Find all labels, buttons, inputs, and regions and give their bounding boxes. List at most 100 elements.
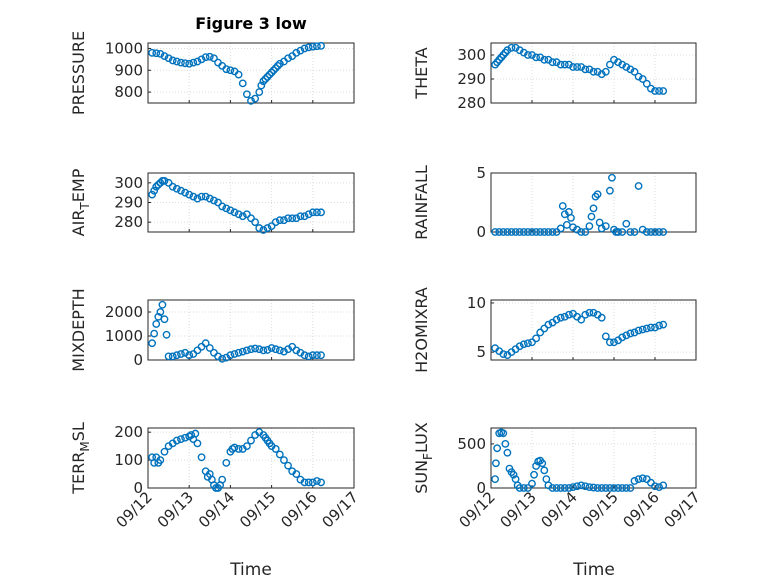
data-point bbox=[589, 483, 598, 492]
data-point bbox=[548, 484, 557, 492]
data-point bbox=[515, 484, 524, 492]
data-point bbox=[577, 315, 586, 324]
y-tick-label: 10 bbox=[467, 294, 486, 312]
data-point bbox=[601, 67, 610, 76]
data-point bbox=[210, 348, 218, 357]
data-point bbox=[251, 218, 260, 227]
x-tick-label: 09/13 bbox=[154, 488, 197, 531]
data-point bbox=[172, 436, 181, 445]
axes-box bbox=[147, 299, 355, 361]
data-point bbox=[238, 212, 247, 221]
data-point bbox=[255, 88, 264, 96]
data-point bbox=[589, 308, 598, 317]
data-point bbox=[589, 204, 598, 213]
data-point bbox=[308, 351, 317, 360]
data-point bbox=[152, 320, 161, 328]
data-point bbox=[659, 228, 668, 236]
data-point bbox=[308, 208, 317, 217]
data-point bbox=[197, 453, 206, 462]
data-point bbox=[214, 198, 222, 207]
data-point bbox=[189, 350, 198, 358]
y-tick-label: 1000 bbox=[105, 327, 143, 345]
y-axis-label: THETA bbox=[412, 47, 431, 99]
data-point bbox=[540, 55, 549, 64]
data-point bbox=[177, 186, 185, 195]
data-point bbox=[234, 348, 243, 357]
data-point bbox=[317, 351, 325, 360]
data-point bbox=[263, 72, 272, 81]
data-point bbox=[573, 63, 581, 71]
y-axis-label-subscript: F bbox=[421, 453, 435, 460]
data-point bbox=[205, 194, 214, 203]
data-point bbox=[519, 340, 528, 349]
data-point bbox=[156, 50, 165, 58]
data-point bbox=[638, 75, 647, 83]
data-point bbox=[585, 222, 594, 231]
data-point bbox=[193, 57, 202, 66]
data-point bbox=[230, 208, 239, 217]
data-point bbox=[267, 222, 276, 231]
y-axis-label-part: LUX bbox=[412, 422, 431, 453]
data-point bbox=[577, 228, 586, 236]
data-point bbox=[647, 228, 655, 236]
data-point bbox=[519, 484, 528, 492]
subplot-pressure: 800 900 1000 PRESSURE bbox=[69, 31, 355, 115]
data-point bbox=[230, 350, 239, 358]
data-point bbox=[601, 332, 610, 341]
data-point bbox=[651, 482, 659, 491]
data-point bbox=[313, 208, 321, 217]
data-point bbox=[222, 65, 231, 74]
data-point bbox=[528, 338, 536, 347]
y-tick-label: 0 bbox=[133, 479, 143, 497]
data-point bbox=[589, 67, 598, 76]
data-point bbox=[230, 443, 239, 452]
data-point bbox=[187, 431, 196, 439]
data-point bbox=[581, 228, 590, 236]
data-point bbox=[271, 64, 280, 72]
data-point bbox=[242, 346, 251, 355]
data-point bbox=[614, 228, 622, 236]
data-point bbox=[201, 192, 210, 201]
data-point bbox=[304, 478, 313, 487]
data-point bbox=[577, 481, 586, 490]
data-point bbox=[556, 484, 565, 492]
x-tick-label: 09/14 bbox=[538, 488, 581, 531]
y-tick-label: 290 bbox=[457, 70, 486, 88]
data-point bbox=[172, 57, 181, 66]
data-point bbox=[218, 354, 227, 363]
data-point bbox=[655, 228, 663, 236]
data-point bbox=[515, 342, 524, 351]
data-point bbox=[491, 475, 499, 484]
data-point bbox=[573, 482, 581, 491]
data-point bbox=[585, 483, 594, 492]
data-point bbox=[265, 70, 274, 79]
data-point bbox=[191, 429, 200, 438]
data-point bbox=[273, 62, 282, 70]
data-point bbox=[269, 66, 278, 75]
data-point bbox=[313, 351, 321, 360]
data-point bbox=[247, 345, 255, 354]
data-point bbox=[581, 65, 590, 74]
data-point bbox=[263, 346, 272, 354]
data-point bbox=[507, 228, 516, 236]
data-point bbox=[606, 484, 614, 492]
data-point bbox=[565, 484, 573, 492]
data-point bbox=[560, 60, 569, 69]
x-tick-label: 09/16 bbox=[620, 488, 663, 531]
subplot-h2omixra: 5 10 H2OMIXRA bbox=[412, 287, 697, 373]
data-point bbox=[222, 458, 231, 467]
x-axis-label-left: Time bbox=[229, 560, 272, 580]
data-point bbox=[659, 320, 668, 329]
y-tick-label: 0 bbox=[476, 223, 486, 241]
data-point bbox=[626, 484, 635, 492]
data-point bbox=[538, 459, 547, 468]
data-point bbox=[573, 225, 581, 234]
data-point bbox=[193, 346, 202, 355]
data-point bbox=[222, 204, 231, 213]
data-point bbox=[168, 56, 177, 65]
data-point bbox=[152, 49, 161, 58]
y-axis-label: RAINFALL bbox=[412, 165, 431, 240]
data-point bbox=[172, 184, 181, 193]
